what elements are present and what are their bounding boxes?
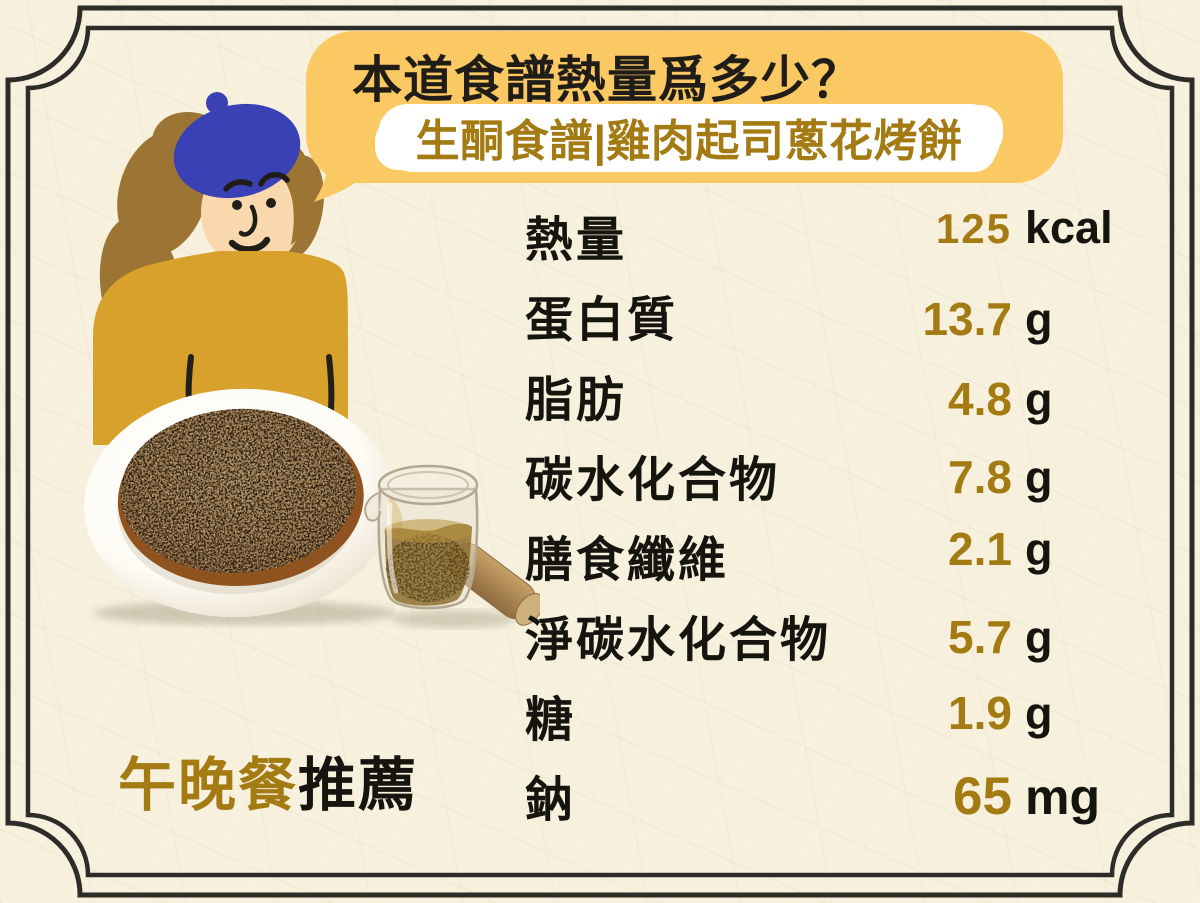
beret-stem [206,92,228,114]
nutrition-row: 鈉 65 mg [525,760,1131,840]
frame-outer-line [5,5,1195,898]
nutrition-row: 碳水化合物 7.8 g [525,440,1131,520]
nutrient-unit: mg [1025,769,1100,825]
nutrition-row: 膳食纖維 2.1 g [525,520,1131,600]
frame-inner-line [25,25,1175,878]
nutrient-label: 蛋白質 [525,294,679,347]
recipe-question-title: 本道食譜熱量爲多少？ [352,52,862,108]
nutrient-value: 2.1 [948,523,1012,575]
nutrient-amount: 1.9 g [842,686,1131,740]
nutrient-amount: 7.8 g [842,450,1131,504]
nutrient-unit: g [1025,452,1053,503]
pour-spout [364,492,381,522]
nutrient-value: 5.7 [948,611,1012,663]
nutrient-amount: 4.8 g [842,372,1131,426]
recipe-name: 生酮食譜|雞肉起司蔥花烤餅 [415,117,963,166]
nutrition-table: 熱量 125 kcal 蛋白質 13.7 g 脂肪 4.8 g 碳水化合物 7.… [525,200,1131,840]
nutrition-row: 淨碳水化合物 5.7 g [525,600,1131,680]
nutrient-amount: 125 kcal [842,202,1131,254]
nutrient-label: 鈉 [525,774,577,827]
plate [84,388,405,618]
meal-type-highlight: 午晚餐 [118,753,299,818]
nutrient-value: 125 [935,205,1012,252]
nutrient-unit: g [1025,612,1053,663]
nutrient-amount: 2.1 g [842,522,1131,576]
eyebrows [223,172,290,192]
pitcher-shadow [392,610,516,628]
nutrient-label: 碳水化合物 [525,454,781,507]
nutrient-amount: 65 mg [842,766,1131,827]
meal-recommendation-label: 午晚餐推薦 [118,738,418,822]
nutrient-label: 淨碳水化合物 [525,614,832,667]
nutrient-value: 1.9 [948,687,1012,739]
mouth [228,236,271,253]
nutrient-unit: kcal [1025,202,1113,253]
food-photo [84,388,540,628]
nutrition-row: 糖 1.9 g [525,680,1131,760]
nutrient-label: 脂肪 [525,374,628,427]
nutrient-unit: g [1025,524,1053,575]
nutrient-unit: g [1025,374,1053,425]
nutrition-row: 脂肪 4.8 g [525,360,1131,440]
recipe-name-badge: 生酮食譜|雞肉起司蔥花烤餅 [378,104,1000,170]
speech-bubble-tail [314,158,372,202]
eyes [232,198,276,210]
nutrition-row: 熱量 125 kcal [525,200,1131,280]
nutrient-label: 膳食纖維 [525,534,730,587]
character-illustration [93,92,348,445]
nutrient-label: 糖 [525,694,577,747]
nutrient-value: 65 [953,767,1012,826]
nutrient-value: 13.7 [922,293,1012,345]
nutrient-unit: g [1025,294,1053,345]
nutrient-amount: 5.7 g [842,610,1131,664]
recommendation-text: 推薦 [298,753,419,818]
nutrient-value: 4.8 [948,373,1012,425]
nutrient-amount: 13.7 g [842,292,1131,346]
sauce-pitcher [364,464,540,626]
nutrition-row: 蛋白質 13.7 g [525,280,1131,360]
nose [238,204,258,237]
nutrient-label: 熱量 [525,214,628,267]
nutrient-value: 7.8 [948,451,1012,503]
nutrient-unit: g [1025,688,1053,739]
